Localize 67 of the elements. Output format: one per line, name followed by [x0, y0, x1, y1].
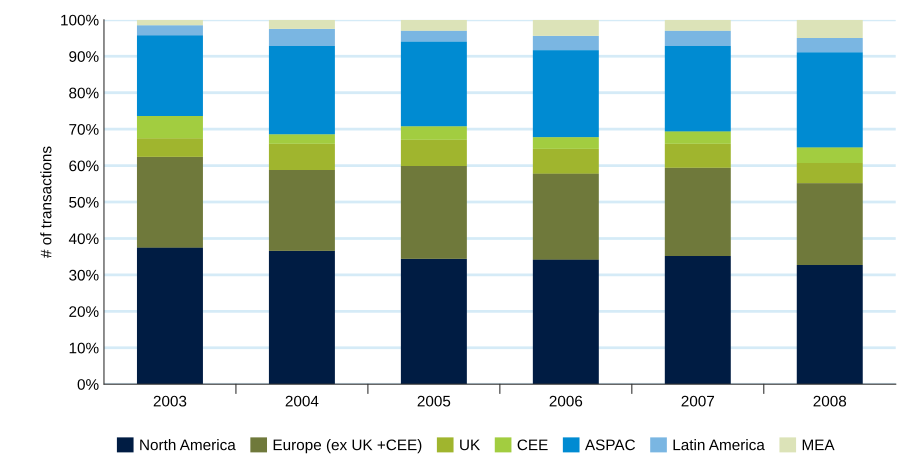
- bar: [268, 28, 335, 46]
- bar: [796, 38, 863, 52]
- bar: [532, 137, 599, 149]
- bar: [664, 20, 731, 31]
- legend-label: UK: [460, 440, 480, 450]
- bar: [400, 258, 467, 384]
- y-axis-title: # of transactions: [40, 146, 52, 258]
- y-tick-label: 0%: [78, 379, 99, 390]
- bar: [268, 170, 335, 251]
- y-tick-label: 10%: [70, 342, 99, 354]
- bar: [136, 116, 203, 138]
- x-tick-label: 2007: [682, 396, 714, 407]
- bar: [136, 138, 203, 157]
- legend-label: Europe (ex UK +CEE): [274, 439, 422, 454]
- bar: [664, 256, 731, 384]
- bar: [664, 46, 731, 132]
- y-tick-label: 40%: [68, 233, 99, 244]
- y-tick-label: 100%: [61, 14, 99, 26]
- bar: [136, 35, 203, 116]
- bar: [664, 168, 731, 256]
- bar: [796, 265, 863, 384]
- legend-label: CEE: [518, 439, 548, 450]
- bar: [532, 50, 599, 138]
- bar: [532, 174, 599, 260]
- x-tick-label: 2004: [286, 396, 318, 407]
- legend-label: Latin America: [674, 439, 765, 450]
- bar: [400, 42, 467, 126]
- legend-label: MEA: [802, 440, 835, 450]
- bar: [796, 147, 863, 164]
- bar: [532, 260, 599, 384]
- bar: [268, 144, 335, 170]
- x-tick-label: 2005: [418, 396, 450, 407]
- y-tick-label: 30%: [69, 270, 99, 281]
- bar: [796, 52, 863, 148]
- bar: [400, 30, 467, 42]
- bar: [796, 20, 863, 38]
- bar: [400, 20, 467, 31]
- bar: [532, 20, 599, 36]
- y-tick-label: 60%: [69, 160, 99, 172]
- y-tick-label: 20%: [69, 306, 99, 318]
- bar: [268, 20, 335, 29]
- bar: [400, 140, 467, 166]
- bar: [532, 36, 599, 50]
- bar: [268, 250, 335, 384]
- bar: [136, 156, 203, 248]
- bar: [796, 183, 863, 266]
- bar: [400, 126, 467, 140]
- legend-label: ASPAC: [584, 439, 636, 450]
- bar: [136, 248, 203, 384]
- x-tick-label: 2006: [550, 396, 582, 407]
- x-tick-label: 2003: [154, 396, 186, 407]
- bar: [136, 25, 203, 36]
- bar: [664, 131, 731, 144]
- bar: [268, 134, 335, 144]
- legend-label: North America: [140, 439, 236, 450]
- y-tick-label: 50%: [69, 196, 99, 208]
- bar: [664, 30, 731, 46]
- x-tick-label: 2008: [814, 396, 846, 407]
- y-tick-label: 80%: [69, 88, 99, 98]
- bar: [796, 163, 863, 184]
- bar: [400, 166, 467, 259]
- y-tick-label: 90%: [69, 51, 99, 62]
- bar: [136, 20, 203, 26]
- bar: [268, 46, 335, 134]
- bar: [664, 144, 731, 168]
- y-tick-label: 70%: [69, 124, 99, 135]
- bar: [532, 148, 599, 174]
